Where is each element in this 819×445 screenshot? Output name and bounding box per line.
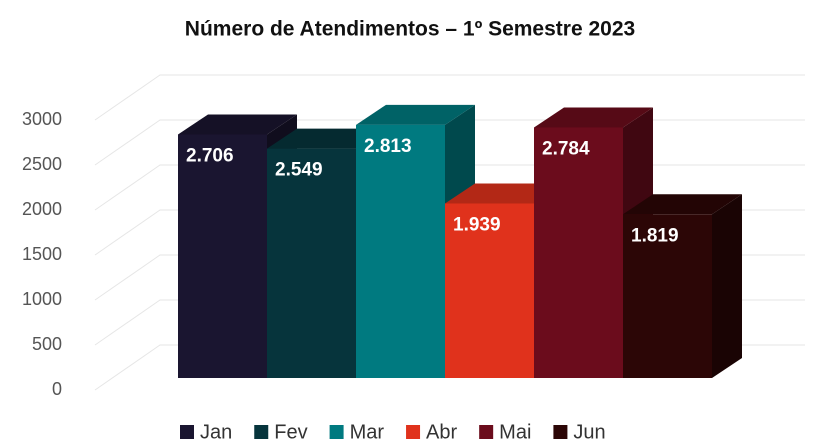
bar-face bbox=[178, 114, 297, 135]
y-tick-label: 500 bbox=[32, 334, 62, 354]
data-label: 1.819 bbox=[631, 225, 679, 246]
bar-face bbox=[356, 124, 445, 378]
bar-face bbox=[623, 214, 712, 378]
legend-swatch bbox=[254, 425, 269, 439]
bar-face bbox=[356, 104, 475, 125]
bar-face bbox=[712, 194, 742, 378]
data-label: 1.939 bbox=[453, 215, 501, 236]
data-label: 2.784 bbox=[542, 138, 590, 159]
data-label: 2.706 bbox=[186, 145, 234, 166]
y-tick-label: 2500 bbox=[22, 154, 62, 174]
y-tick-label: 2000 bbox=[22, 199, 62, 219]
y-tick-label: 0 bbox=[52, 379, 62, 399]
grid-line bbox=[94, 74, 805, 121]
chart-title: Número de Atendimentos – 1º Semestre 202… bbox=[185, 18, 635, 41]
legend-label: Fev bbox=[274, 421, 307, 443]
bar-face bbox=[623, 194, 742, 215]
legend-label: Jan bbox=[200, 421, 232, 443]
legend-swatch bbox=[329, 425, 344, 439]
bar-face bbox=[178, 134, 267, 378]
legend-swatch bbox=[479, 425, 494, 439]
y-tick-label: 3000 bbox=[22, 109, 62, 129]
legend-label: Mai bbox=[499, 421, 531, 443]
legend-label: Jun bbox=[573, 421, 605, 443]
bar-face bbox=[534, 107, 653, 128]
bar-face bbox=[534, 127, 623, 378]
bar-face bbox=[445, 203, 534, 378]
legend-label: Mar bbox=[350, 421, 385, 443]
legend-label: Abr bbox=[426, 421, 457, 443]
y-tick-label: 1000 bbox=[22, 289, 62, 309]
y-tick-label: 1500 bbox=[22, 244, 62, 264]
legend-swatch bbox=[180, 425, 194, 439]
bar-face bbox=[267, 148, 356, 378]
bar bbox=[623, 194, 742, 378]
data-label: 2.813 bbox=[364, 136, 412, 157]
legend-swatch bbox=[553, 425, 568, 439]
data-label: 2.549 bbox=[275, 160, 323, 181]
legend-swatch bbox=[406, 425, 421, 439]
